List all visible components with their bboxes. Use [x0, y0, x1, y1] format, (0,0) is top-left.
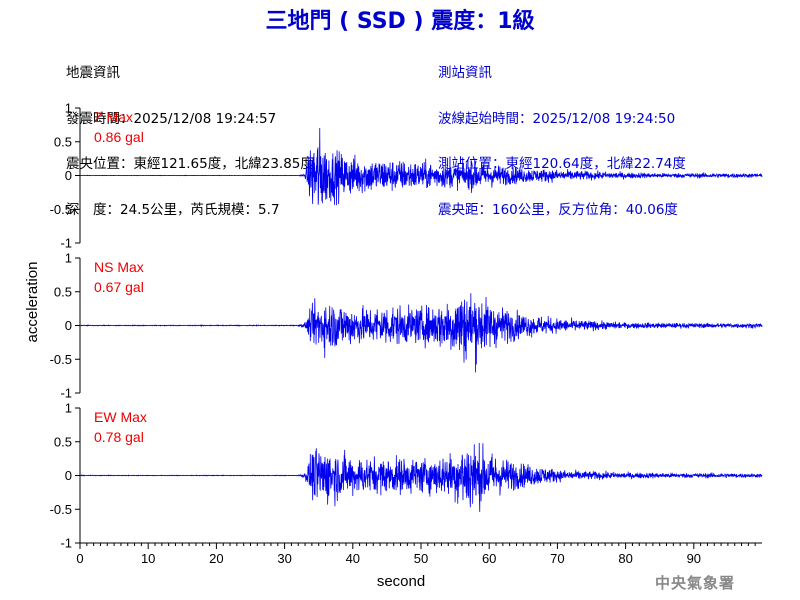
y-tick-label: -1: [60, 386, 72, 401]
trace-z: [79, 128, 763, 206]
max-label-ew: EW Max: [94, 409, 147, 425]
max-value-ns: 0.67 gal: [94, 279, 144, 295]
y-tick-label: -1: [60, 536, 72, 551]
station-info-heading: 測站資訊: [438, 65, 492, 81]
x-tick-label: 80: [618, 551, 632, 566]
y-tick-label: 1: [65, 251, 72, 266]
y-tick-label: 0: [65, 318, 72, 333]
x-tick-label: 30: [277, 551, 291, 566]
depth-magnitude: 深 度：24.5公里，芮氏規模：5.7: [66, 201, 280, 218]
trace-ns: [79, 293, 763, 373]
chart-title: 三地門 ( SSD ) 震度：1級: [265, 9, 535, 34]
max-value-z: 0.86 gal: [94, 129, 144, 145]
x-tick-label: 50: [414, 551, 428, 566]
y-tick-label: 0.5: [54, 434, 72, 449]
y-tick-label: 1: [65, 101, 72, 116]
y-tick-label: 0: [65, 468, 72, 483]
event-info: 地震資訊 發震時間：2025/12/08 19:24:57 震央位置：東經121…: [66, 36, 314, 233]
y-tick-label: 1: [65, 401, 72, 416]
y-tick-label: -0.5: [50, 352, 72, 367]
origin-time: 發震時間：2025/12/08 19:24:57: [66, 110, 277, 127]
y-tick-label: -1: [60, 236, 72, 251]
max-value-ew: 0.78 gal: [94, 429, 144, 445]
x-tick-label: 0: [76, 551, 83, 566]
max-label-z: Z Max: [94, 109, 133, 125]
y-tick-label: 0: [65, 168, 72, 183]
station-info: 測站資訊 波線起始時間：2025/12/08 19:24:50 測站位置：東經1…: [438, 36, 686, 233]
x-tick-label: 40: [346, 551, 360, 566]
epicenter-location: 震央位置：東經121.65度，北緯23.85度: [66, 156, 314, 172]
max-label-ns: NS Max: [94, 259, 144, 275]
x-tick-label: 60: [482, 551, 496, 566]
y-axis-label: acceleration: [24, 262, 41, 343]
y-tick-label: 0.5: [54, 284, 72, 299]
wave-start-time: 波線起始時間：2025/12/08 19:24:50: [438, 110, 676, 127]
x-tick-label: 20: [209, 551, 223, 566]
x-tick-label: 10: [141, 551, 155, 566]
x-tick-label: 90: [687, 551, 701, 566]
distance-azimuth: 震央距：160公里，反方位角：40.06度: [438, 201, 678, 218]
y-tick-label: 0.5: [54, 134, 72, 149]
x-tick-label: 70: [550, 551, 564, 566]
x-axis-label: second: [377, 573, 425, 590]
y-tick-label: -0.5: [50, 202, 72, 217]
event-info-heading: 地震資訊: [66, 65, 120, 81]
trace-ew: [79, 442, 763, 512]
y-tick-label: -0.5: [50, 502, 72, 517]
credit-label: 中央氣象署: [655, 574, 736, 592]
